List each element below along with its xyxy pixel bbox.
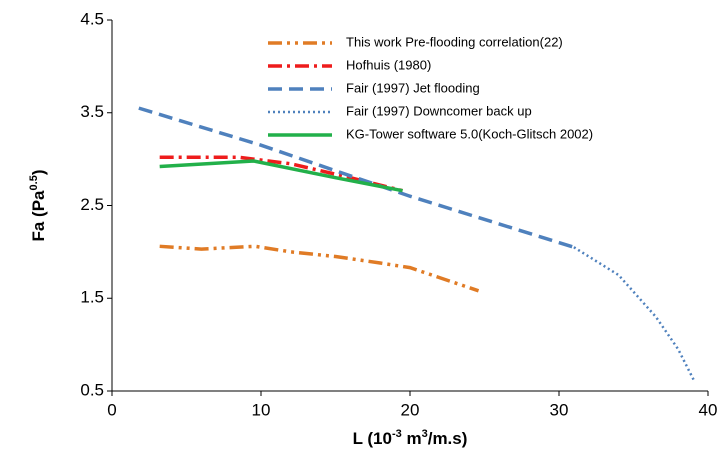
- legend-label: Hofhuis (1980): [346, 57, 431, 72]
- legend-label: This work Pre-flooding correlation(22): [346, 34, 563, 49]
- series-line: [159, 155, 403, 193]
- y-tick-label: 1.5: [80, 288, 104, 307]
- series-line: [573, 246, 696, 383]
- series-line: [138, 106, 575, 249]
- legend-label: Fair (1997) Downcomer back up: [346, 103, 532, 118]
- x-axis-label: L (10-3 m3/m.s): [353, 428, 468, 449]
- x-tick-label: 10: [252, 400, 271, 419]
- y-axis-label: Fa (Pa0.5): [28, 170, 49, 242]
- label-part: Fa (Pa: [29, 190, 48, 242]
- x-tick-label: 40: [699, 400, 718, 419]
- y-tick-label: 3.5: [80, 102, 104, 121]
- y-tick-label: 4.5: [80, 9, 104, 28]
- label-part: /m.s): [428, 429, 468, 448]
- y-tick-label: 0.5: [80, 380, 104, 399]
- superscript: 3: [422, 428, 428, 440]
- series-line: [159, 244, 480, 293]
- y-tick-label: 2.5: [80, 195, 104, 214]
- legend-label: KG-Tower software 5.0(Koch-Glitsch 2002): [346, 126, 593, 141]
- label-part: L (10: [353, 429, 392, 448]
- x-tick-label: 20: [401, 400, 420, 419]
- superscript: -3: [392, 428, 402, 440]
- series-line: [159, 159, 403, 193]
- x-tick-label: 30: [550, 400, 569, 419]
- legend-label: Fair (1997) Jet flooding: [346, 80, 480, 95]
- superscript: 0.5: [28, 175, 40, 190]
- label-part: ): [29, 170, 48, 176]
- label-part: m: [402, 429, 422, 448]
- x-tick-label: 0: [107, 400, 116, 419]
